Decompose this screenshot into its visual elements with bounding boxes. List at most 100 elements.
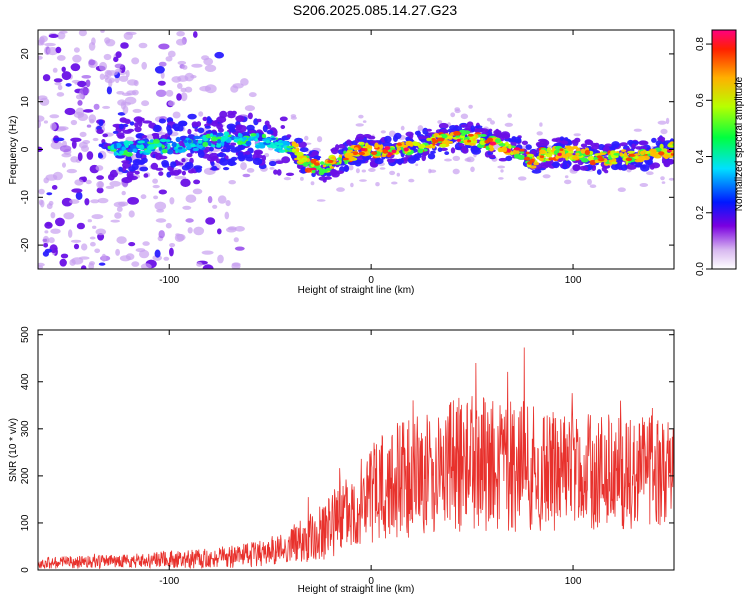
heatmap-cell bbox=[71, 257, 84, 265]
heatmap-cell bbox=[533, 161, 540, 166]
heatmap-cell bbox=[38, 55, 43, 60]
heatmap-cell bbox=[202, 137, 209, 142]
heatmap-cell bbox=[116, 206, 123, 212]
heatmap-cell bbox=[114, 63, 124, 69]
heatmap-cell bbox=[242, 136, 248, 140]
heatmap-cell bbox=[523, 156, 531, 161]
heatmap-cell bbox=[304, 135, 309, 141]
heatmap-cell bbox=[545, 152, 553, 158]
heatmap-cell bbox=[545, 162, 550, 166]
heatmap-cell bbox=[299, 147, 309, 153]
snr-x-label: Height of straight line (km) bbox=[298, 584, 415, 595]
heatmap-cell bbox=[84, 198, 90, 206]
heatmap-cell bbox=[456, 138, 461, 142]
heatmap-cell bbox=[229, 127, 236, 132]
heatmap-cell bbox=[196, 121, 202, 127]
spectrogram-y-tick-label: 10 bbox=[20, 96, 31, 108]
heatmap-cell bbox=[320, 161, 325, 166]
heatmap-cell bbox=[100, 30, 105, 33]
heatmap-cell bbox=[417, 136, 425, 140]
colorbar-tick-label: 0.8 bbox=[695, 37, 706, 51]
heatmap-cell bbox=[395, 158, 404, 164]
heatmap-cell bbox=[184, 72, 194, 82]
snr-y-tick-label: 0 bbox=[20, 567, 31, 573]
heatmap-cell bbox=[384, 146, 391, 151]
heatmap-cell bbox=[668, 177, 674, 181]
heatmap-cell bbox=[98, 153, 104, 159]
heatmap-cell bbox=[175, 136, 181, 143]
heatmap-cell bbox=[209, 133, 214, 137]
heatmap-cell bbox=[382, 142, 393, 148]
heatmap-cell bbox=[107, 145, 111, 150]
heatmap-cell bbox=[116, 132, 125, 138]
heatmap-cell bbox=[317, 136, 323, 143]
heatmap-cell bbox=[337, 157, 342, 161]
heatmap-cell bbox=[539, 122, 543, 127]
heatmap-cell bbox=[121, 146, 126, 151]
heatmap-cell bbox=[223, 131, 230, 137]
heatmap-cell bbox=[204, 146, 211, 152]
heatmap-cell bbox=[122, 166, 127, 172]
heatmap-cell bbox=[95, 228, 107, 236]
heatmap-cell bbox=[579, 165, 589, 171]
heatmap-cell bbox=[262, 124, 268, 133]
heatmap-cell bbox=[204, 84, 217, 94]
heatmap-cell bbox=[206, 116, 211, 121]
heatmap-cell bbox=[430, 150, 436, 154]
heatmap-cell bbox=[192, 139, 197, 144]
heatmap-cell bbox=[559, 148, 564, 151]
heatmap-cell bbox=[575, 152, 580, 156]
heatmap-cell bbox=[452, 168, 460, 175]
heatmap-cell bbox=[153, 195, 159, 200]
heatmap-cell bbox=[209, 152, 219, 160]
colorbar-ticks: 0.0 0.2 0.4 0.6 0.8 bbox=[695, 37, 712, 276]
heatmap-cell bbox=[180, 178, 191, 187]
heatmap-cell bbox=[391, 181, 398, 185]
heatmap-cell bbox=[659, 143, 664, 150]
heatmap-cell bbox=[113, 143, 117, 149]
heatmap-cell bbox=[327, 159, 334, 164]
heatmap-cell bbox=[98, 61, 108, 71]
heatmap-cell bbox=[39, 97, 50, 106]
heatmap-cell bbox=[172, 123, 180, 130]
heatmap-cell bbox=[330, 147, 339, 155]
heatmap-cell bbox=[507, 113, 512, 118]
heatmap-cell bbox=[38, 188, 45, 195]
heatmap-cell bbox=[186, 153, 193, 158]
heatmap-cell bbox=[49, 114, 60, 119]
heatmap-cell bbox=[97, 197, 109, 204]
heatmap-cell bbox=[281, 156, 291, 164]
heatmap-cell bbox=[38, 119, 42, 129]
heatmap-cell bbox=[625, 159, 629, 166]
heatmap-cell bbox=[69, 199, 80, 204]
heatmap-cell bbox=[158, 230, 165, 239]
heatmap-cell bbox=[646, 171, 654, 176]
heatmap-cell bbox=[211, 165, 218, 171]
heatmap-cell bbox=[76, 222, 85, 230]
heatmap-cell bbox=[318, 170, 325, 176]
heatmap-cell bbox=[613, 153, 620, 156]
heatmap-cell bbox=[580, 148, 586, 154]
heatmap-cell bbox=[59, 30, 68, 34]
heatmap-cell bbox=[166, 149, 174, 155]
heatmap-cell bbox=[152, 184, 160, 189]
heatmap-cell bbox=[254, 138, 259, 142]
heatmap-cell bbox=[276, 142, 284, 146]
heatmap-cell bbox=[379, 167, 386, 170]
heatmap-cell bbox=[81, 75, 92, 79]
heatmap-cell bbox=[506, 148, 511, 153]
heatmap-cell bbox=[119, 150, 124, 155]
heatmap-cell bbox=[42, 74, 51, 82]
heatmap-cell bbox=[589, 184, 597, 188]
heatmap-cell bbox=[610, 163, 620, 171]
heatmap-cell bbox=[178, 146, 183, 150]
heatmap-cell bbox=[78, 30, 87, 37]
heatmap-cell bbox=[644, 158, 653, 166]
heatmap-cell bbox=[139, 166, 149, 172]
heatmap-cell bbox=[204, 64, 217, 73]
heatmap-cell bbox=[115, 154, 125, 159]
heatmap-cell bbox=[176, 38, 186, 46]
heatmap-cell bbox=[242, 173, 251, 178]
heatmap-cell bbox=[92, 225, 97, 229]
heatmap-cell bbox=[155, 218, 167, 223]
